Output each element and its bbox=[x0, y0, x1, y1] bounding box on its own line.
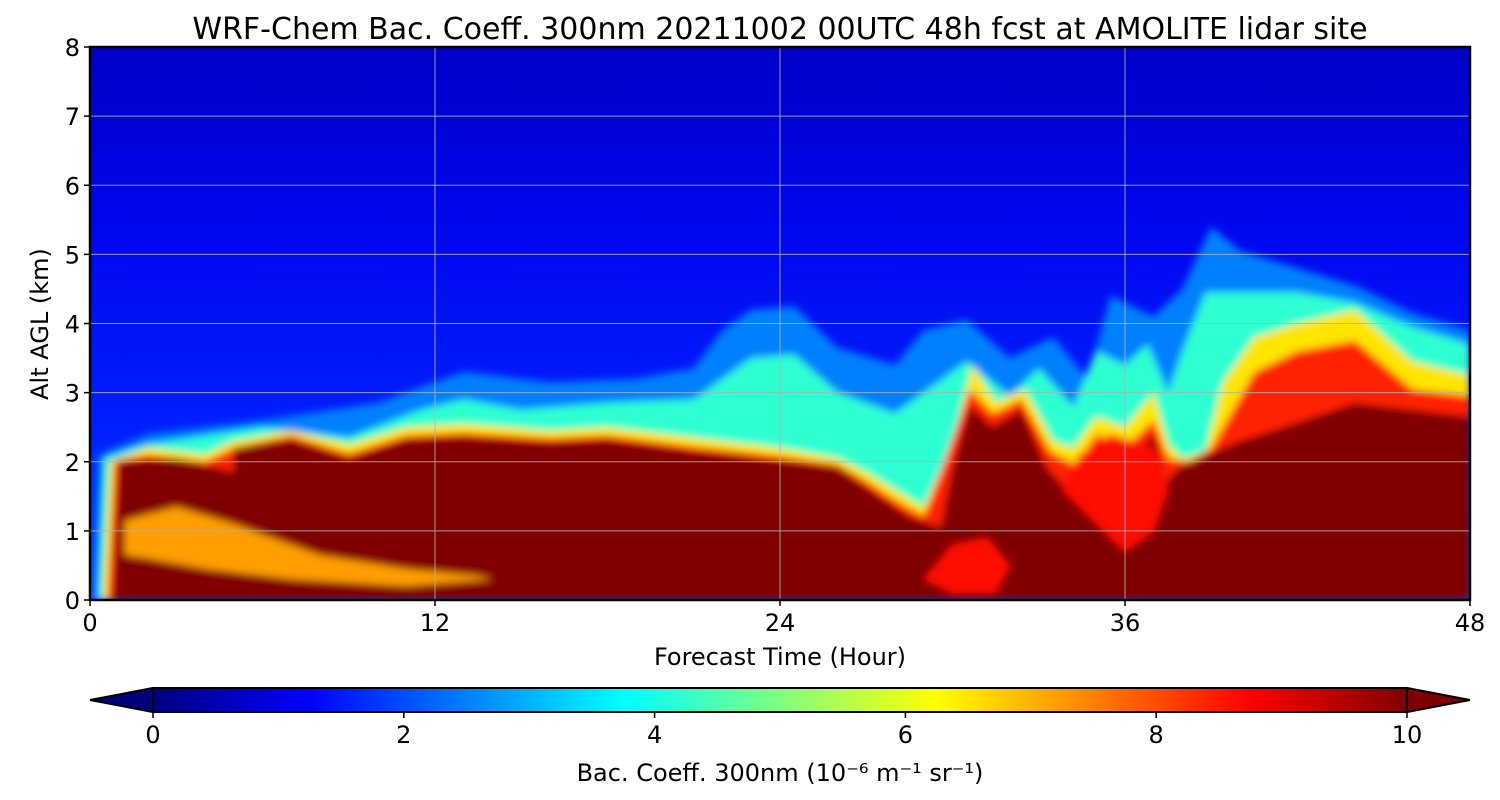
colorbar-tick-label: 0 bbox=[145, 721, 160, 749]
colorbar-extend-high bbox=[1406, 686, 1471, 714]
colorbar-extend-low bbox=[89, 686, 154, 714]
y-tick-label: 0 bbox=[65, 587, 80, 615]
y-tick-label: 3 bbox=[65, 380, 80, 408]
grid-lines bbox=[90, 47, 1470, 600]
colorbar-tick-label: 6 bbox=[898, 721, 913, 749]
x-axis-label: Forecast Time (Hour) bbox=[654, 643, 906, 671]
colorbar-tick-label: 10 bbox=[1392, 721, 1423, 749]
x-axis-ticks: 0 12 24 36 48 bbox=[82, 600, 1485, 637]
colorbar: 0 2 4 6 8 10 Bac. Coeff. 300nm (10⁻⁶ m⁻¹ sr⁻¹… bbox=[89, 686, 1471, 787]
y-tick-label: 6 bbox=[65, 172, 80, 200]
contour-level-4 bbox=[113, 403, 1470, 600]
colorbar-tick-label: 2 bbox=[396, 721, 411, 749]
x-tick-label: 0 bbox=[82, 609, 97, 637]
y-tick-label: 8 bbox=[65, 34, 80, 62]
colorbar-ticks: 0 2 4 6 8 10 bbox=[145, 712, 1422, 749]
y-tick-label: 5 bbox=[65, 241, 80, 269]
y-axis-ticks: 0 1 2 3 4 5 6 7 8 bbox=[65, 34, 90, 615]
contour-band-0 bbox=[124, 506, 493, 587]
y-tick-label: 4 bbox=[65, 311, 80, 339]
y-axis-label: Alt AGL (km) bbox=[26, 248, 54, 400]
colorbar-gradient bbox=[152, 687, 1408, 713]
contour-layers bbox=[92, 226, 1470, 600]
y-tick-label: 7 bbox=[65, 103, 80, 131]
contour-band-2 bbox=[1061, 434, 1169, 552]
x-tick-label: 12 bbox=[420, 609, 451, 637]
x-tick-label: 36 bbox=[1110, 609, 1141, 637]
colorbar-tick-label: 8 bbox=[1149, 721, 1164, 749]
y-tick-label: 2 bbox=[65, 449, 80, 477]
colorbar-label: Bac. Coeff. 300nm (10⁻⁶ m⁻¹ sr⁻¹) bbox=[577, 759, 984, 787]
x-tick-label: 48 bbox=[1455, 609, 1486, 637]
plot-area bbox=[90, 47, 1470, 600]
x-tick-label: 24 bbox=[765, 609, 796, 637]
y-tick-label: 1 bbox=[65, 518, 80, 546]
chart-title: WRF-Chem Bac. Coeff. 300nm 20211002 00UT… bbox=[192, 12, 1367, 47]
contour-band-1 bbox=[923, 537, 1010, 594]
colorbar-tick-label: 4 bbox=[647, 721, 662, 749]
